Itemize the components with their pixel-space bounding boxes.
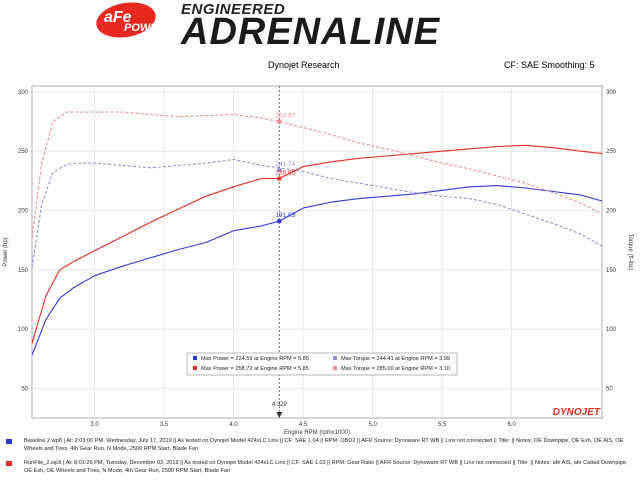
logo-text-top: aFe <box>104 9 132 26</box>
x-tick-label-3: 4.5 <box>299 422 308 428</box>
y-right-tick-label-2: 150 <box>606 268 617 274</box>
legend-swatch-0 <box>193 356 197 360</box>
cursor-marker-3 <box>277 219 282 224</box>
note-run-2-text: RunFile_2.wp8 | At: 8:01:26 PM, Tuesday,… <box>24 460 630 474</box>
chart-header-cf: CF: SAE Smoothing: 5 <box>504 60 595 70</box>
dynojet-watermark: DYNOJET <box>553 407 601 418</box>
logo-text-bottom: POWER <box>124 22 166 34</box>
cursor-value-3: 191.03 <box>275 212 295 219</box>
cursor-marker-0 <box>277 119 282 124</box>
x-tick-label-6: 6.0 <box>507 422 516 428</box>
legend-box <box>186 352 458 376</box>
legend-entry-1: Max Torque = 244.41 at Engine RPM = 3.99 <box>341 356 450 362</box>
cursor-value-1: 241.74 <box>275 161 295 168</box>
chart-header-title: Dynojet Research <box>268 60 340 70</box>
y-right-tick-label-1: 100 <box>606 327 617 333</box>
legend-entry-0: Max Power = 224.59 at Engine RPM = 5.85 <box>201 356 309 362</box>
cursor-arrow <box>276 412 283 418</box>
series-line-3 <box>31 111 603 240</box>
y-left-tick-label-5: 300 <box>18 90 29 96</box>
series-line-0 <box>31 185 603 356</box>
y-left-tick-label-2: 150 <box>18 268 29 274</box>
y-left-tick-label-0: 50 <box>21 386 28 392</box>
cursor-marker-1 <box>277 168 282 173</box>
y-left-axis-label: Power (hp) <box>3 237 9 266</box>
x-tick-label-2: 4.0 <box>229 422 238 428</box>
y-right-tick-label-3: 200 <box>606 209 617 215</box>
tagline-bottom: ADRENALINE <box>181 11 441 53</box>
cursor-label: 4.329 <box>272 402 288 408</box>
legend-swatch-2 <box>193 366 197 370</box>
y-left-tick-label-3: 200 <box>18 209 29 215</box>
legend-swatch-3 <box>333 366 337 370</box>
note-run-1-swatch <box>6 439 12 444</box>
x-tick-label-4: 5.0 <box>368 422 377 428</box>
y-right-tick-label-4: 250 <box>606 149 617 155</box>
y-left-tick-label-4: 250 <box>18 149 29 155</box>
x-tick-label-1: 3.5 <box>160 422 169 428</box>
dyno-chart: 3.0 3.5 4.0 4.5 5.0 5.5 6.0 50 100 150 200 250 300 50… <box>3 85 633 436</box>
y-right-tick-label-0: 50 <box>606 386 613 392</box>
y-right-axis-label: Torque (ft-lbs) <box>627 233 633 270</box>
legend-swatch-1 <box>333 356 337 360</box>
note-run-2-swatch <box>6 461 12 466</box>
run-notes: Baseline 2.wp8 | At: 2:03:00 PM, Wednesd… <box>0 438 640 480</box>
y-left-tick-label-1: 100 <box>18 327 29 333</box>
x-tick-label-0: 3.0 <box>90 422 99 428</box>
brand-header: aFe POWER ENGINEERED ADRENALINE <box>0 0 640 52</box>
legend-entry-2: Max Power = 258.72 at Engine RPM = 5.85 <box>201 366 309 372</box>
cursor-marker-2 <box>277 176 282 181</box>
note-run-1-text: Baseline 2.wp8 | At: 2:03:00 PM, Wednesd… <box>24 438 625 452</box>
series-line-2 <box>31 144 603 344</box>
tagline-top: ENGINEERED <box>181 1 286 18</box>
cursor-value-0: 254.97 <box>275 113 295 120</box>
y-right-tick-label-5: 300 <box>606 90 617 96</box>
x-tick-label-5: 5.5 <box>438 422 447 428</box>
x-axis-label: Engine RPM (rpmx1000) <box>284 430 350 436</box>
legend-entry-3: Max Torque = 285.00 at Engine RPM = 3.10 <box>341 366 450 372</box>
cursor-value-2: 226.65 <box>275 169 295 176</box>
